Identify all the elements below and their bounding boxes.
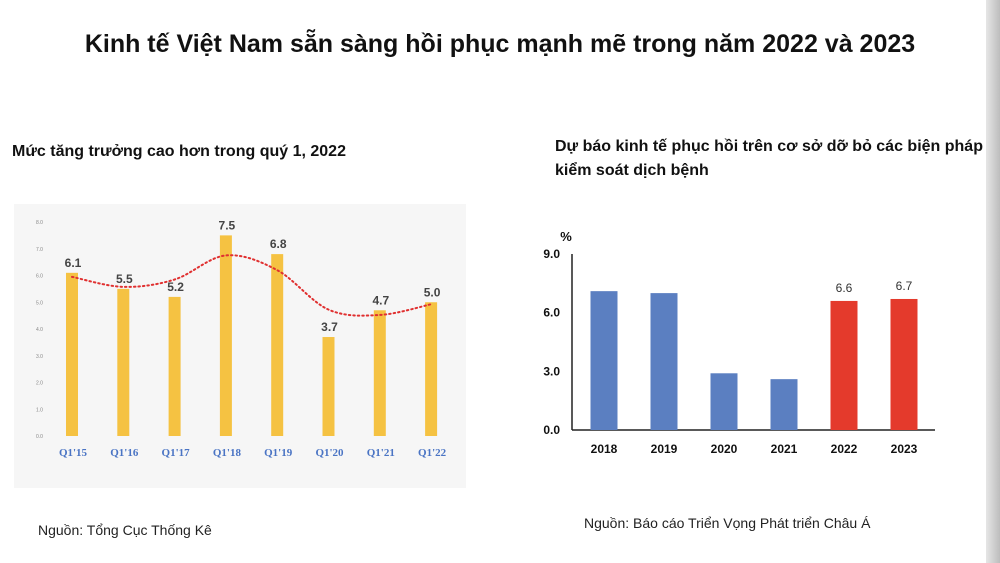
y-tick-label: 3.0 <box>543 364 560 378</box>
bar <box>890 298 918 430</box>
x-tick-label: Q1'17 <box>162 447 191 459</box>
y-tick-label: 5.0 <box>36 300 43 306</box>
left-chart-panel <box>14 204 466 488</box>
right-chart-title: Dự báo kinh tế phục hồi trên cơ sở dỡ bỏ… <box>555 138 983 179</box>
bar <box>66 272 78 436</box>
y-tick-label: 0.0 <box>36 434 43 440</box>
page-edge-shadow <box>986 0 1000 563</box>
x-tick-label: Q1'21 <box>367 447 395 459</box>
y-tick-label: 2.0 <box>36 381 43 387</box>
x-tick-label: Q1'20 <box>315 447 344 459</box>
y-tick-label: 1.0 <box>36 407 43 413</box>
data-label: 6.8 <box>270 237 287 251</box>
page-title: Kinh tế Việt Nam sẵn sàng hồi phục mạnh … <box>84 30 916 58</box>
x-tick-label: 2018 <box>591 442 618 456</box>
bar <box>322 337 335 436</box>
y-tick-label: 7.0 <box>36 247 43 253</box>
bar <box>710 373 738 430</box>
data-label: 5.0 <box>424 285 441 299</box>
bar <box>271 254 284 436</box>
y-tick-label: 3.0 <box>36 354 43 360</box>
data-label: 5.2 <box>167 280 184 294</box>
y-axis-unit: % <box>560 229 572 244</box>
x-tick-label: 2019 <box>651 442 678 456</box>
y-tick-label: 6.0 <box>36 274 43 280</box>
bar <box>373 310 386 436</box>
x-tick-label: 2022 <box>831 442 858 456</box>
x-tick-label: 2023 <box>891 442 918 456</box>
x-tick-label: Q1'22 <box>418 447 447 459</box>
bar <box>770 379 798 430</box>
data-label: 6.7 <box>896 279 913 293</box>
data-label: 7.5 <box>219 218 236 232</box>
x-tick-label: Q1'19 <box>264 447 293 459</box>
y-tick-label: 9.0 <box>543 247 560 261</box>
bar <box>168 296 181 436</box>
x-tick-label: Q1'16 <box>110 447 139 459</box>
bar <box>590 291 618 430</box>
left-source-note: Nguồn: Tổng Cục Thống Kê <box>38 522 212 538</box>
y-tick-label: 4.0 <box>36 327 43 333</box>
bar <box>425 302 438 436</box>
bar <box>117 288 130 436</box>
y-tick-label: 8.0 <box>36 220 43 226</box>
data-label: 5.5 <box>116 272 133 286</box>
left-chart-title: Mức tăng trưởng cao hơn trong quý 1, 202… <box>12 143 346 160</box>
y-tick-label: 0.0 <box>543 423 560 437</box>
x-tick-label: 2020 <box>711 442 738 456</box>
data-label: 6.1 <box>65 256 82 270</box>
data-label: 3.7 <box>321 320 338 334</box>
data-label: 4.7 <box>372 293 389 307</box>
trend-line <box>71 254 433 317</box>
data-label: 6.6 <box>836 281 853 295</box>
y-tick-label: 6.0 <box>543 306 560 320</box>
bar <box>650 293 678 430</box>
x-tick-label: Q1'15 <box>59 447 88 459</box>
x-tick-label: Q1'18 <box>213 447 242 459</box>
bar <box>219 235 232 436</box>
right-source-note: Nguồn: Báo cáo Triển Vọng Phát triển Châ… <box>584 515 871 531</box>
bar <box>830 300 858 430</box>
x-tick-label: 2021 <box>771 442 798 456</box>
